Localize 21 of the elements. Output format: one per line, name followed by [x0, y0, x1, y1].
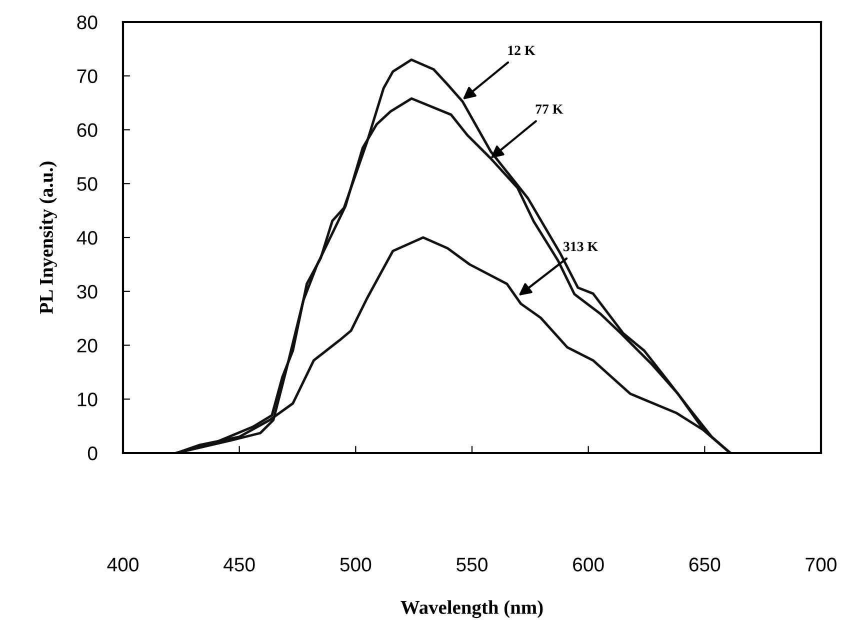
y-axis-title: PL Inyensity (a.u.) — [39, 162, 57, 314]
y-tick-label: 40 — [76, 230, 98, 245]
x-tick-label: 400 — [107, 558, 138, 572]
x-tick-label: 500 — [340, 558, 372, 572]
x-tick-label: 700 — [806, 558, 836, 572]
annotation: 12 K — [508, 46, 536, 55]
x-tick-label: 550 — [456, 558, 488, 572]
y-tick-label: 20 — [77, 338, 98, 352]
y-tick-label: 50 — [77, 177, 98, 191]
x-tick-label: 450 — [224, 558, 255, 572]
y-tick-label: 0 — [88, 446, 98, 460]
x-axis-title: Wavelength (nm) — [400, 600, 543, 618]
x-tick-label: 600 — [573, 558, 604, 572]
annotation: 77 K — [536, 104, 564, 114]
y-tick-label: 30 — [77, 284, 98, 299]
y-tick-label: 10 — [78, 392, 98, 406]
x-tick-label: 650 — [689, 558, 720, 572]
annotation: 313 K — [564, 242, 598, 252]
y-tick-label: 70 — [77, 69, 98, 84]
y-tick-label: 80 — [77, 15, 98, 30]
y-tick-label: 60 — [77, 123, 98, 137]
